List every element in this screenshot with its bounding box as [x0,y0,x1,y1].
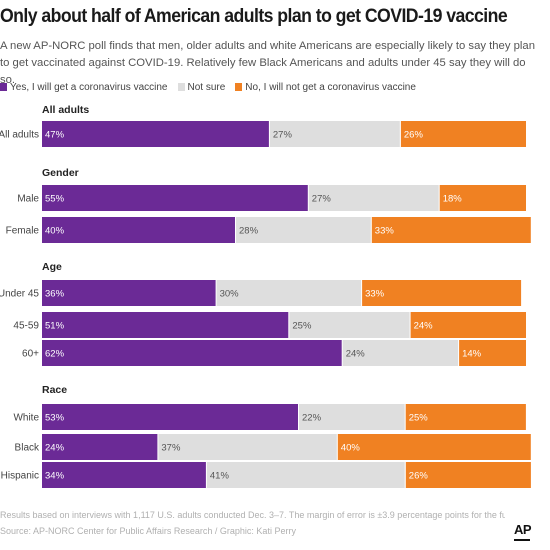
bar-segment-no [459,340,526,366]
bar-segment-no [410,312,526,338]
category-label: All adults [0,130,39,141]
data-label-no: 25% [409,413,429,424]
bar-segment-notsure [216,280,362,306]
chart-title: Only about half of American adults plan … [0,6,508,27]
category-label: White [13,413,39,424]
category-label: Male [17,194,39,205]
category-label: Black [15,443,40,454]
bar-segment-notsure [299,404,405,430]
bar-segment-yes [42,340,342,366]
category-label: Female [6,226,40,237]
legend-item-yes: Yes, I will get a coronavirus vaccine [0,82,168,93]
footnote-methodology: Results based on interviews with 1,117 U… [0,510,505,520]
data-label-notsure: 24% [346,349,366,360]
bar-segment-notsure [236,217,371,243]
legend-swatch-yes [0,83,7,91]
bar-segment-yes [42,280,216,306]
category-label: 60+ [22,349,39,360]
data-label-notsure: 22% [302,413,322,424]
data-label-yes: 53% [45,413,65,424]
bar-segment-no [405,462,531,488]
bar-segment-yes [42,121,269,147]
data-label-yes: 62% [45,349,65,360]
data-label-no: 24% [414,321,434,332]
stacked-bar-chart: All adults All adults 47% 27% 26% Gender Male 5… [0,104,531,488]
data-label-no: 33% [365,289,385,300]
bar-segment-no [371,217,531,243]
data-label-yes: 36% [45,289,65,300]
group-title: Race [42,384,67,396]
legend-item-notsure: Not sure [177,81,226,93]
bar-segment-notsure [269,121,400,147]
ap-logo-underline [514,539,530,541]
data-label-no: 26% [404,130,424,141]
bar-segment-no [405,404,526,430]
category-label: Hispanic [1,471,39,482]
bar-segment-no [362,280,522,306]
bar-segment-yes [42,217,235,243]
bar-segment-notsure [158,434,337,460]
bar-segment-yes [42,312,289,338]
bar-segment-yes [42,404,298,430]
data-label-yes: 40% [45,226,65,237]
category-label: Under 45 [0,289,39,300]
legend-label-yes: Yes, I will get a coronavirus vaccine [10,81,168,93]
legend-swatch-no [235,83,243,91]
legend-label-notsure: Not sure [187,81,226,93]
bar-segment-yes [42,434,158,460]
chart-subtitle: A new AP-NORC poll finds that men, older… [0,40,535,86]
category-label: 45-59 [13,321,39,332]
group-title: Age [42,261,62,273]
legend-swatch-notsure [177,83,185,91]
bar-segment-notsure [206,462,405,488]
data-label-notsure: 25% [292,321,312,332]
data-label-yes: 24% [45,443,65,454]
bar-segment-notsure [342,340,459,366]
bar-segment-no [439,185,526,211]
data-label-notsure: 37% [161,443,181,454]
data-label-yes: 51% [45,321,65,332]
data-label-notsure: 27% [312,194,332,205]
legend: Yes, I will get a coronavirus vaccine No… [0,80,426,94]
bar-segment-yes [42,185,308,211]
data-label-yes: 55% [45,194,65,205]
data-label-notsure: 27% [273,130,293,141]
data-label-no: 14% [462,349,482,360]
data-label-notsure: 30% [220,289,240,300]
legend-label-no: No, I will not get a coronavirus vaccine [245,81,416,93]
data-label-no: 33% [375,226,395,237]
data-label-notsure: 41% [210,471,230,482]
ap-logo: AP [514,522,532,537]
data-label-no: 40% [341,443,361,454]
bar-segment-notsure [308,185,439,211]
bar-segment-notsure [289,312,410,338]
group-title: Gender [42,167,79,179]
group-title: All adults [42,104,89,116]
legend-item-no: No, I will not get a coronavirus vaccine [235,82,416,93]
data-label-yes: 34% [45,471,65,482]
data-label-no: 26% [409,471,429,482]
footnote-source: Source: AP-NORC Center for Public Affair… [0,526,296,536]
data-label-notsure: 28% [239,226,259,237]
data-label-no: 18% [443,194,463,205]
bar-segment-no [400,121,526,147]
data-label-yes: 47% [45,130,65,141]
bar-segment-no [337,434,531,460]
bar-segment-yes [42,462,206,488]
